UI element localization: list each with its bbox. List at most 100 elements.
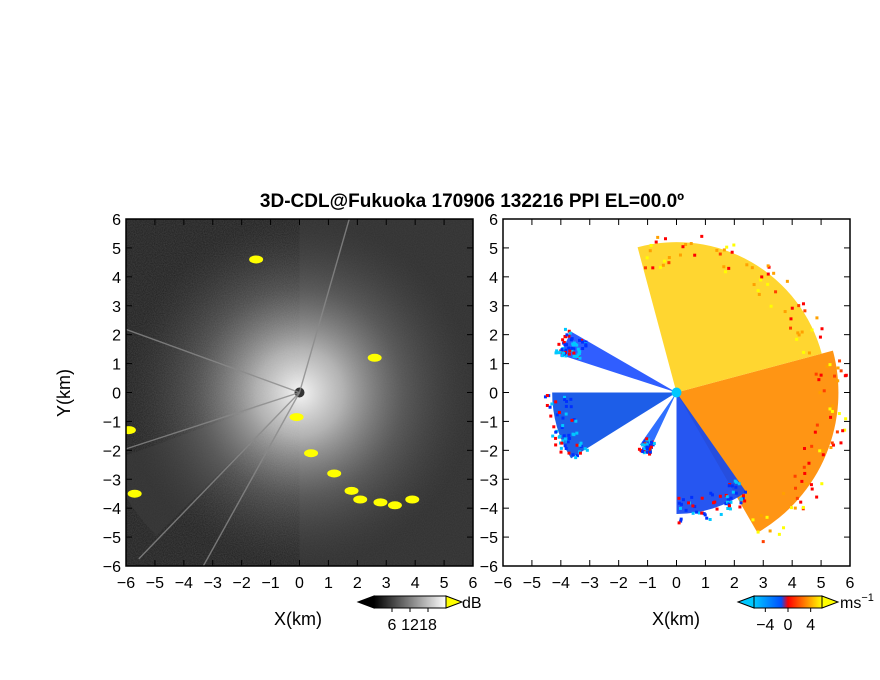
x-tick-label: −2 [233,575,251,592]
velocity-speckle [727,266,731,270]
velocity-speckle [641,450,645,454]
velocity-speckle [783,310,787,314]
colorbar-high-arrow [445,595,464,609]
x-tick-label: 5 [817,575,826,592]
x-tick-label: −5 [523,575,541,592]
velocity-speckle [803,471,807,475]
velocity-speckle [803,309,807,313]
velocity-speckle [785,279,789,283]
velocity-speckle [572,347,576,351]
velocity-speckle [667,256,671,260]
velocity-sector-approaching [560,331,677,393]
colorbar-tick-label: 12 [401,617,419,634]
velocity-speckle [543,395,547,399]
velocity-speckle [574,419,578,423]
velocity-speckle [677,501,681,505]
velocity-speckle [715,507,719,511]
velocity-speckle [579,441,583,445]
velocity-speckle [709,491,713,495]
velocity-speckle [649,243,653,247]
velocity-speckle [803,446,807,450]
velocity-speckle [564,404,568,408]
velocity-speckle [790,306,794,310]
velocity-speckle [645,447,649,451]
velocity-speckle [566,440,570,444]
velocity-speckle [679,502,683,506]
velocity-speckle [734,485,738,489]
y-tick-label: 5 [112,241,121,258]
velocity-speckle [563,444,567,448]
velocity-speckle [645,443,649,447]
velocity-speckle [756,530,760,534]
velocity-sector-approaching [552,392,677,459]
velocity-speckle [554,430,558,434]
x-tick-label: 3 [382,575,391,592]
velocity-speckle [768,529,772,533]
velocity-speckle [690,495,694,499]
velocity-speckle [648,447,652,451]
flagged-echo [126,426,136,435]
reflectivity-colorbar: 6 12 18 dB [356,595,482,634]
velocity-speckle [810,487,814,491]
velocity-speckle [578,356,582,360]
velocity-speckle [567,329,571,333]
flagged-echo [344,486,359,495]
velocity-speckle [570,337,574,341]
velocity-speckle [813,430,817,434]
y-tick-label: 4 [489,270,498,287]
velocity-speckle [757,292,761,296]
velocity-speckle [563,327,567,331]
velocity-speckle [572,354,576,358]
velocity-speckle [684,508,688,512]
velocity-speckle [759,278,763,282]
velocity-speckle [580,338,584,342]
velocity-speckle [710,493,714,497]
velocity-speckle [646,450,650,454]
x-tick-label: 6 [469,575,478,592]
velocity-speckle [654,240,658,244]
x-tick-label: 3 [759,575,768,592]
velocity-speckle [723,270,727,274]
velocity-speckle [841,429,845,433]
velocity-panel [503,219,850,566]
velocity-speckle [835,430,839,434]
flagged-echo [405,495,420,504]
velocity-speckle [715,248,719,252]
colorbar-low-arrow [356,595,375,609]
velocity-speckle [678,253,682,257]
velocity-speckle [802,350,806,354]
velocity-speckle [777,532,781,536]
velocity-speckle [567,451,571,455]
flagged-echo [249,255,264,264]
velocity-speckle [677,521,681,525]
velocity-speckle [581,340,585,344]
velocity-speckle [642,443,646,447]
velocity-speckle [565,333,569,337]
y-tick-label: −5 [480,530,498,547]
velocity-speckle [795,496,799,500]
y-tick-label: 1 [489,357,498,374]
flagged-echo [289,413,304,422]
velocity-speckle [782,491,786,495]
flagged-echo [304,449,319,458]
velocity-speckle [568,349,572,353]
velocity-speckle [814,372,818,376]
velocity-speckle [563,395,567,399]
velocity-speckle [724,502,728,506]
velocity-speckle [687,501,691,505]
y-tick-label: −1 [103,414,121,431]
velocity-speckle [769,304,773,308]
velocity-speckle [810,328,814,332]
velocity-speckle [844,417,848,421]
velocity-speckle [722,248,726,252]
velocity-speckle [718,252,722,256]
velocity-speckle [839,441,843,445]
velocity-speckle [643,447,647,451]
velocity-speckle [584,343,588,347]
velocity-speckle [821,448,825,452]
velocity-speckle [732,243,736,247]
velocity-speckle [843,428,847,432]
colorbar-strip [373,595,447,609]
velocity-speckle [843,374,847,378]
velocity-speckle [730,484,734,488]
